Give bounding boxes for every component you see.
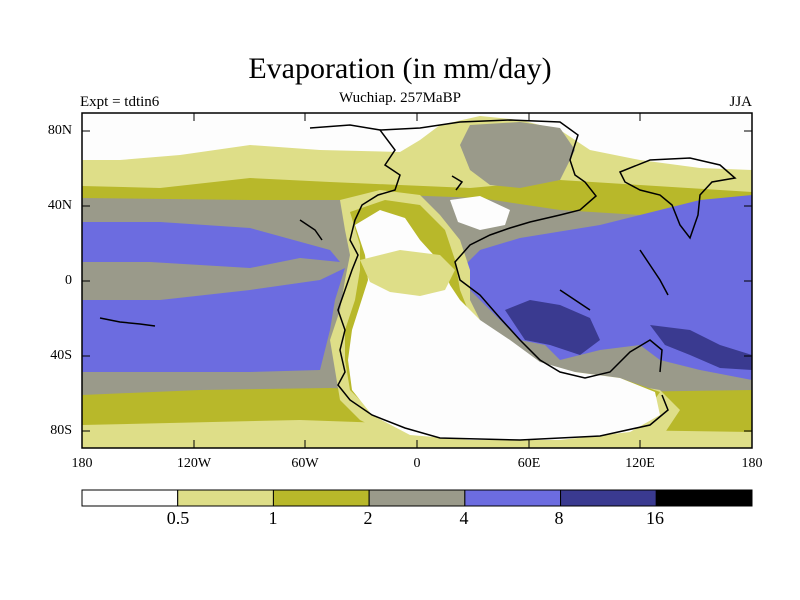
x-tick-label-0: 0 (413, 456, 421, 471)
coastline-island-4 (559, 289, 591, 311)
axis-ticks (81, 113, 753, 448)
x-tick-label-60w: 60W (291, 456, 319, 471)
band-darkblue-east (650, 325, 752, 370)
coastline-pangaea-west (309, 124, 669, 441)
colorbar-label-2: 2 (363, 508, 373, 528)
experiment-label: Expt = tdtin6 (80, 94, 160, 110)
colorbar-label-4: 4 (459, 508, 469, 528)
coastline-island-2 (99, 317, 156, 327)
y-tick-label-40s: 40S (50, 348, 72, 363)
map-title: Evaporation (in mm/day) (248, 52, 552, 85)
band-grey-arctic (460, 122, 575, 188)
y-tick-label-0: 0 (65, 273, 72, 288)
x-tick-label-60e: 60E (517, 456, 541, 471)
y-tick-label-80s: 80S (50, 423, 72, 438)
colorbar-swatch-4 (464, 489, 562, 507)
coastline-island-3 (639, 249, 669, 296)
colorbar-swatch-5 (560, 489, 657, 507)
coastline-cathaysia (618, 157, 737, 240)
colorbar-label-0-5: 0.5 (166, 508, 190, 528)
x-tick-label-120w: 120W (176, 456, 212, 471)
coastlines (99, 119, 737, 441)
band-yellow-tropics (360, 250, 455, 296)
y-tick-label-80n: 80N (47, 123, 72, 138)
coastline-island-5 (451, 175, 464, 191)
colorbar (81, 489, 753, 507)
colorbar-label-1: 1 (268, 508, 278, 528)
colorbar-swatch-3 (368, 489, 466, 507)
colorbar-label-8: 8 (554, 508, 564, 528)
y-tick-label-40n: 40N (47, 198, 72, 213)
band-blue-north-pacific (82, 222, 340, 268)
band-blue-south-pacific (82, 268, 345, 372)
colorbar-label-16: 16 (646, 508, 664, 528)
colorbar-swatch-0 (81, 489, 179, 507)
colorbar-swatch-2 (272, 489, 370, 507)
band-darkblue-tethys (505, 300, 600, 355)
land-white-north-pangaea (450, 196, 510, 230)
map-subtitle: Wuchiap. 257MaBP (339, 90, 461, 106)
evaporation-field (82, 113, 752, 448)
colorbar-swatch-6 (655, 489, 753, 507)
season-label: JJA (729, 94, 752, 110)
x-tick-label-180e: 180 (741, 456, 763, 471)
band-white-north (82, 113, 752, 170)
coastline-island-1 (299, 219, 323, 241)
x-tick-label-120e: 120E (625, 456, 655, 471)
x-tick-label-180w: 180 (71, 456, 93, 471)
colorbar-swatch-1 (177, 489, 274, 507)
coastline-pangaea-north (379, 119, 663, 379)
